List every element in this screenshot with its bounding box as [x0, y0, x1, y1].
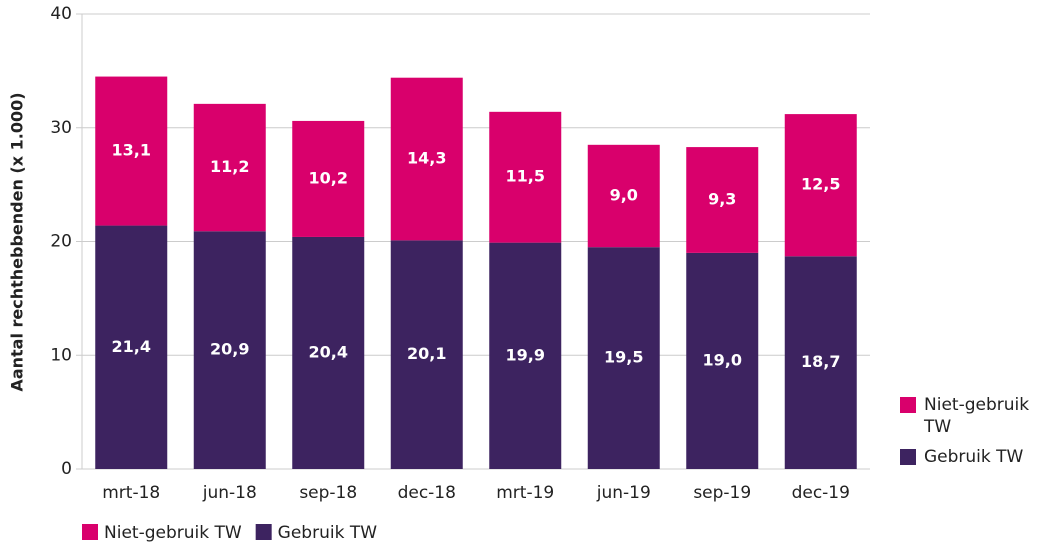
value-label: 21,4	[112, 337, 151, 356]
y-tick-label: 30	[50, 118, 72, 138]
y-axis-label: Aantal rechthebbenden (x 1.000)	[8, 92, 27, 391]
legend-item: Niet-gebruik TW	[900, 394, 1035, 438]
legend-label: Niet-gebruik TW	[924, 395, 1030, 437]
value-label: 20,4	[309, 342, 348, 361]
bar-segment	[292, 120, 365, 237]
bar-segment	[587, 247, 660, 469]
x-tick-label: sep-19	[693, 483, 751, 503]
bar-segment	[587, 144, 660, 248]
bar-segment	[784, 114, 857, 257]
bar-segment	[489, 111, 562, 243]
x-tick-label: sep-18	[299, 483, 357, 503]
x-tick-label: mrt-18	[102, 483, 160, 503]
x-tick-label: jun-18	[202, 483, 257, 503]
value-label: 9,0	[610, 186, 638, 205]
value-label: 13,1	[112, 141, 151, 160]
bar-segment	[193, 103, 266, 232]
bar-segment	[95, 225, 168, 469]
x-tick-label: dec-18	[398, 483, 456, 503]
bar-segment	[686, 147, 759, 253]
legend-right: Niet-gebruik TW Gebruik TW	[900, 394, 1035, 476]
bar-segment	[193, 231, 266, 469]
legend-label: Gebruik TW	[278, 523, 378, 543]
legend-swatch	[900, 449, 916, 465]
y-tick-label: 10	[50, 345, 72, 365]
bar-segment	[390, 240, 463, 469]
value-label: 14,3	[407, 149, 446, 168]
value-label: 19,5	[604, 348, 643, 367]
bar-segment	[784, 256, 857, 469]
value-label: 20,1	[407, 344, 446, 363]
bar-segment	[390, 77, 463, 241]
y-tick-label: 40	[50, 4, 72, 24]
value-label: 19,9	[506, 345, 545, 364]
value-label: 11,5	[506, 167, 545, 186]
value-label: 11,2	[210, 157, 249, 176]
bar-segment	[686, 252, 759, 469]
legend-swatch	[255, 524, 272, 540]
legend-swatch	[82, 524, 98, 540]
value-label: 19,0	[703, 350, 742, 369]
bar-segment	[489, 242, 562, 469]
legend-item: Gebruik TW	[900, 446, 1035, 468]
value-label: 9,3	[708, 189, 736, 208]
value-label: 10,2	[309, 168, 348, 187]
legend-swatch	[900, 397, 916, 413]
x-tick-label: dec-19	[792, 483, 850, 503]
value-label: 12,5	[801, 175, 840, 194]
legend-label: Niet-gebruik TW	[104, 523, 242, 543]
bar-segment	[95, 76, 168, 226]
y-tick-label: 20	[50, 232, 72, 252]
legend-label: Gebruik TW	[924, 447, 1024, 467]
bar-segment	[292, 236, 365, 469]
value-label: 18,7	[801, 352, 840, 371]
value-label: 20,9	[210, 340, 249, 359]
y-tick-label: 0	[61, 459, 72, 479]
x-tick-label: jun-19	[596, 483, 651, 503]
x-tick-label: mrt-19	[496, 483, 554, 503]
